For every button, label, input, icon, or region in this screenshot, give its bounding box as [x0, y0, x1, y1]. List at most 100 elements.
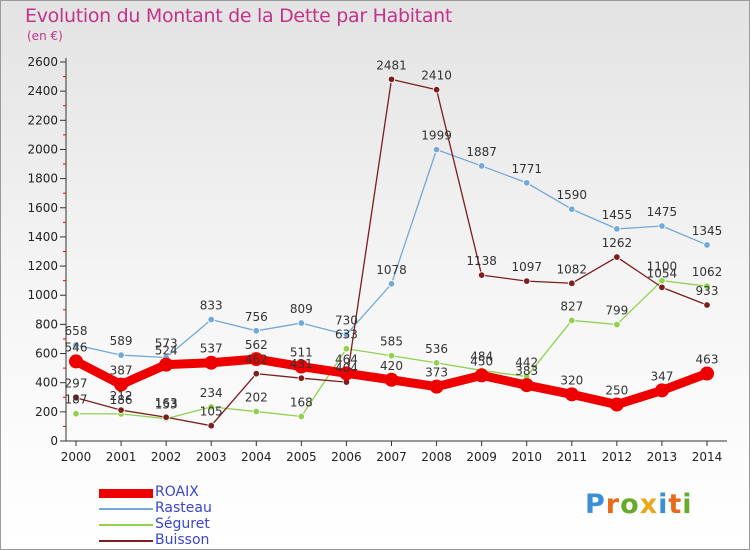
logo-letter: t	[668, 489, 683, 520]
y-tick-label: 1000	[27, 288, 58, 302]
data-point	[162, 413, 170, 421]
legend-swatch	[99, 488, 153, 498]
data-label: 1887	[466, 145, 497, 159]
data-point	[114, 377, 129, 392]
labels-roaix: 546 387 524 537 562 511 464 420 373 450 383 320 250 3…	[65, 338, 719, 397]
data-label: 373	[425, 366, 448, 380]
data-label: 1082	[557, 262, 588, 276]
data-label: 658	[65, 324, 88, 338]
chart-unit: (en €)	[27, 29, 63, 43]
data-point	[207, 403, 215, 411]
data-label: 2481	[376, 58, 407, 72]
y-tick-label: 1200	[27, 259, 58, 273]
data-label: 212	[110, 389, 133, 403]
y-tick-label: 2200	[27, 113, 58, 127]
series-sguret	[72, 276, 711, 423]
data-label: 1475	[647, 205, 678, 219]
legend-label: ROAIX	[155, 484, 199, 500]
data-point	[69, 354, 83, 369]
legend-swatch	[99, 524, 153, 526]
data-label: 442	[515, 356, 538, 370]
data-label: 404	[335, 361, 358, 375]
labels-sguret: 187 186 153 234 202 168 633 585 536 484 442 827 799 1…	[65, 260, 723, 412]
data-label: 250	[605, 384, 628, 398]
data-point	[474, 368, 489, 383]
data-label: 1590	[557, 188, 588, 202]
data-point	[568, 279, 576, 287]
data-label: 730	[335, 314, 358, 328]
x-tick-label: 2001	[106, 450, 137, 464]
data-point	[703, 282, 711, 290]
data-label: 153	[155, 398, 178, 412]
legend-swatch	[99, 540, 153, 542]
data-label: 562	[245, 338, 268, 352]
logo-letter: i	[658, 489, 669, 520]
x-tick-label: 2004	[241, 450, 272, 464]
data-label: 187	[65, 393, 88, 407]
x-tick-label: 2010	[511, 450, 542, 464]
data-point	[204, 355, 219, 370]
y-tick-label: 600	[35, 347, 58, 361]
data-point	[523, 179, 531, 187]
data-point	[297, 412, 306, 421]
data-point	[72, 410, 80, 418]
data-point	[432, 359, 441, 367]
logo-letter: P	[585, 489, 606, 520]
data-label: 1771	[511, 162, 542, 176]
data-point	[384, 372, 399, 387]
data-point	[609, 397, 624, 412]
legend-swatch	[99, 508, 153, 510]
x-tick-label: 2007	[376, 450, 407, 464]
data-label: 589	[110, 334, 133, 348]
data-label: 387	[110, 364, 133, 378]
data-point	[658, 222, 666, 230]
data-point	[703, 241, 711, 249]
data-label: 2410	[421, 69, 452, 83]
data-label: 536	[425, 342, 448, 356]
data-point	[429, 379, 444, 394]
data-label: 234	[200, 386, 223, 400]
data-point	[654, 383, 669, 398]
data-point	[117, 351, 125, 359]
data-point	[613, 253, 621, 261]
data-label: 420	[380, 359, 403, 373]
data-point	[568, 205, 576, 213]
x-tick-label: 2012	[602, 450, 633, 464]
data-point	[297, 374, 306, 382]
data-point	[613, 320, 621, 329]
chart-title: Evolution du Montant de la Dette par Hab…	[25, 5, 453, 27]
labels-buisson: 297 212 163 105 462 431 404 2481 2410 1138 1097 108…	[65, 58, 719, 418]
data-point	[387, 75, 396, 84]
logo-letter: r	[605, 489, 621, 520]
data-point	[519, 378, 534, 393]
logo-letter: o	[620, 489, 640, 520]
data-point	[72, 341, 80, 349]
series-rasteau	[72, 145, 711, 362]
data-point	[294, 359, 309, 374]
data-label: 799	[605, 304, 628, 318]
x-tick-label: 2013	[647, 450, 678, 464]
data-label: 827	[560, 299, 583, 313]
data-label: 297	[65, 377, 88, 391]
data-label: 1262	[602, 236, 633, 250]
data-point	[387, 352, 396, 360]
data-label: 537	[200, 342, 223, 356]
data-point	[568, 316, 576, 325]
data-point	[432, 145, 441, 154]
x-tick-label: 2000	[61, 450, 92, 464]
data-point	[564, 387, 579, 402]
data-point	[72, 394, 80, 402]
data-label: 585	[380, 335, 403, 349]
data-point	[477, 271, 486, 279]
data-point	[613, 225, 621, 233]
data-point	[387, 280, 396, 288]
data-point	[252, 407, 260, 416]
logo-letter: i	[682, 489, 693, 520]
data-label: 463	[696, 353, 719, 367]
x-tick-label: 2014	[692, 450, 723, 464]
y-tick-label: 2600	[27, 55, 58, 69]
data-label: 347	[650, 369, 673, 383]
y-tick-label: 2400	[27, 84, 58, 98]
x-tick-label: 2009	[466, 450, 497, 464]
